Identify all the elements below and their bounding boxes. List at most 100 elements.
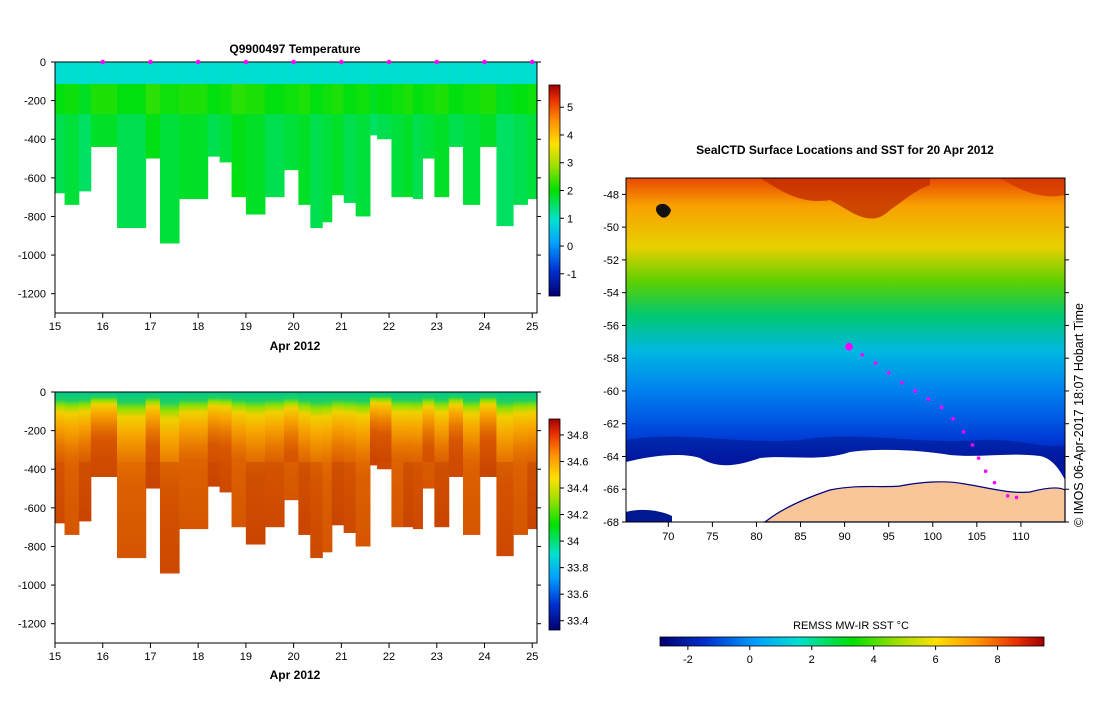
temperature-subsurface-layer [64,84,80,114]
x-tick-label: 16 [97,321,109,333]
salinity-deep-layer [412,462,423,530]
temperature-subsurface-layer [463,84,481,114]
profile-marker [529,59,535,65]
temperature-subsurface-layer [412,84,423,114]
seal-current-position [845,342,853,351]
temperature-surface-layer [231,62,247,84]
y-tick-label: -1000 [18,580,46,592]
temperature-subsurface-layer [145,84,161,114]
colorbar-tick-label: 34 [567,536,579,548]
temperature-surface-layer [422,62,435,84]
temperature-subsurface-layer [513,84,528,114]
salinity-deep-layer [369,462,378,466]
temperature-surface-layer [55,62,66,84]
x-tick-label: 23 [431,651,443,663]
temperature-subsurface-layer [284,84,299,114]
temperature-subsurface-layer [90,84,118,114]
temperature-subsurface-layer [55,84,66,114]
salinity-profile-column [479,392,497,477]
temperature-profile-markers [100,59,535,65]
sst-map-frame [625,177,1066,523]
salinity-profiles [55,392,538,574]
colorbar-tick-label: 34.4 [567,483,588,495]
temperature-surface-layer [355,62,371,84]
lat-tick-label: -62 [603,419,619,431]
salinity-profile-column [369,392,378,466]
profile-marker [291,59,296,65]
colorbar-tick-label: 34.2 [567,510,588,522]
temperature-surface-layer [64,62,80,84]
salinity-deep-layer [377,462,392,470]
salinity-profile-column [412,392,423,530]
temperature-surface-layer [117,62,147,84]
salinity-deep-layer [310,462,323,559]
salinity-deep-layer [159,462,180,574]
salinity-deep-layer [479,462,497,477]
salinity-deep-layer [264,462,285,528]
y-tick-label: -600 [24,173,46,185]
temperature-surface-layer [322,62,333,84]
y-tick-label: 0 [40,57,46,69]
salinity-deep-layer [207,462,221,487]
temperature-subsurface-layer [369,84,378,114]
salinity-deep-layer [403,462,414,528]
profile-marker [148,59,153,65]
temperature-subsurface-layer [78,84,92,114]
lon-tick-label: 100 [924,531,942,543]
salinity-xlabel: Apr 2012 [270,668,321,682]
profile-marker [386,59,392,65]
salinity-deep-layer [527,462,538,530]
lat-tick-label: -54 [603,288,619,300]
colorbar-tick-label: 3 [567,158,573,170]
seal-track-point [900,380,904,385]
salinity-deep-layer [463,462,481,535]
temperature-surface-layer [463,62,481,84]
salinity-deep-layer [448,462,464,477]
y-tick-label: -200 [24,96,46,108]
salinity-deep-layer [64,462,80,535]
temperature-surface-layer [369,62,378,84]
lon-tick-label: 80 [750,531,762,543]
antarctic-land [763,481,1066,523]
temperature-surface-layer [179,62,209,84]
temperature-subsurface-layer [331,84,345,114]
sst-colorbar-tick-label: 6 [933,654,939,666]
salinity-deep-layer [298,462,311,535]
lat-tick-label: -68 [603,517,619,529]
temperature-surface-layer [479,62,497,84]
x-tick-label: 18 [192,651,204,663]
sst-colorbar [659,636,1045,647]
temperature-surface-layer [403,62,414,84]
temperature-surface-layer [448,62,464,84]
temperature-colorbar-ticks: 5 4 3 2 1 0 -1 [560,102,577,281]
salinity-deep-layer [219,462,233,493]
salinity-profile-column [527,392,538,530]
temperature-surface-layer [527,62,538,84]
salinity-deep-layer [78,462,92,522]
salinity-y-axis: 0 -200 -400 -600 -800 -1000 -1200 [18,387,541,631]
seal-track-point [1005,493,1010,498]
seal-track-point [873,361,878,365]
x-tick-label: 15 [49,651,61,663]
x-tick-label: 22 [383,321,395,333]
sst-warm-patches [760,178,930,219]
colorbar-tick-label: 4 [567,130,573,142]
colorbar-tick-label: -1 [567,269,577,281]
y-tick-label: -1200 [18,289,46,301]
credit-text: © IMOS 06-Apr-2017 18:07 Hobart Time [1072,303,1086,527]
salinity-deep-layer [117,462,147,559]
lon-tick-label: 70 [662,531,674,543]
temperature-subsurface-layer [310,84,323,114]
sst-colorbar-ticks: -2 0 2 4 6 8 [683,646,1001,666]
kerguelen-island [656,203,671,218]
y-tick-label: -400 [24,134,46,146]
lat-tick-label: -50 [603,222,619,234]
temperature-profile-column [322,62,333,223]
y-tick-label: -400 [24,464,46,476]
temperature-subsurface-layer [496,84,514,114]
x-tick-label: 21 [335,651,347,663]
seal-track [845,342,1019,500]
temperature-title: Q9900497 Temperature [229,42,361,56]
salinity-x-axis: 15 16 17 18 19 20 21 22 23 24 25 [49,643,538,663]
temperature-surface-layer [145,62,161,84]
